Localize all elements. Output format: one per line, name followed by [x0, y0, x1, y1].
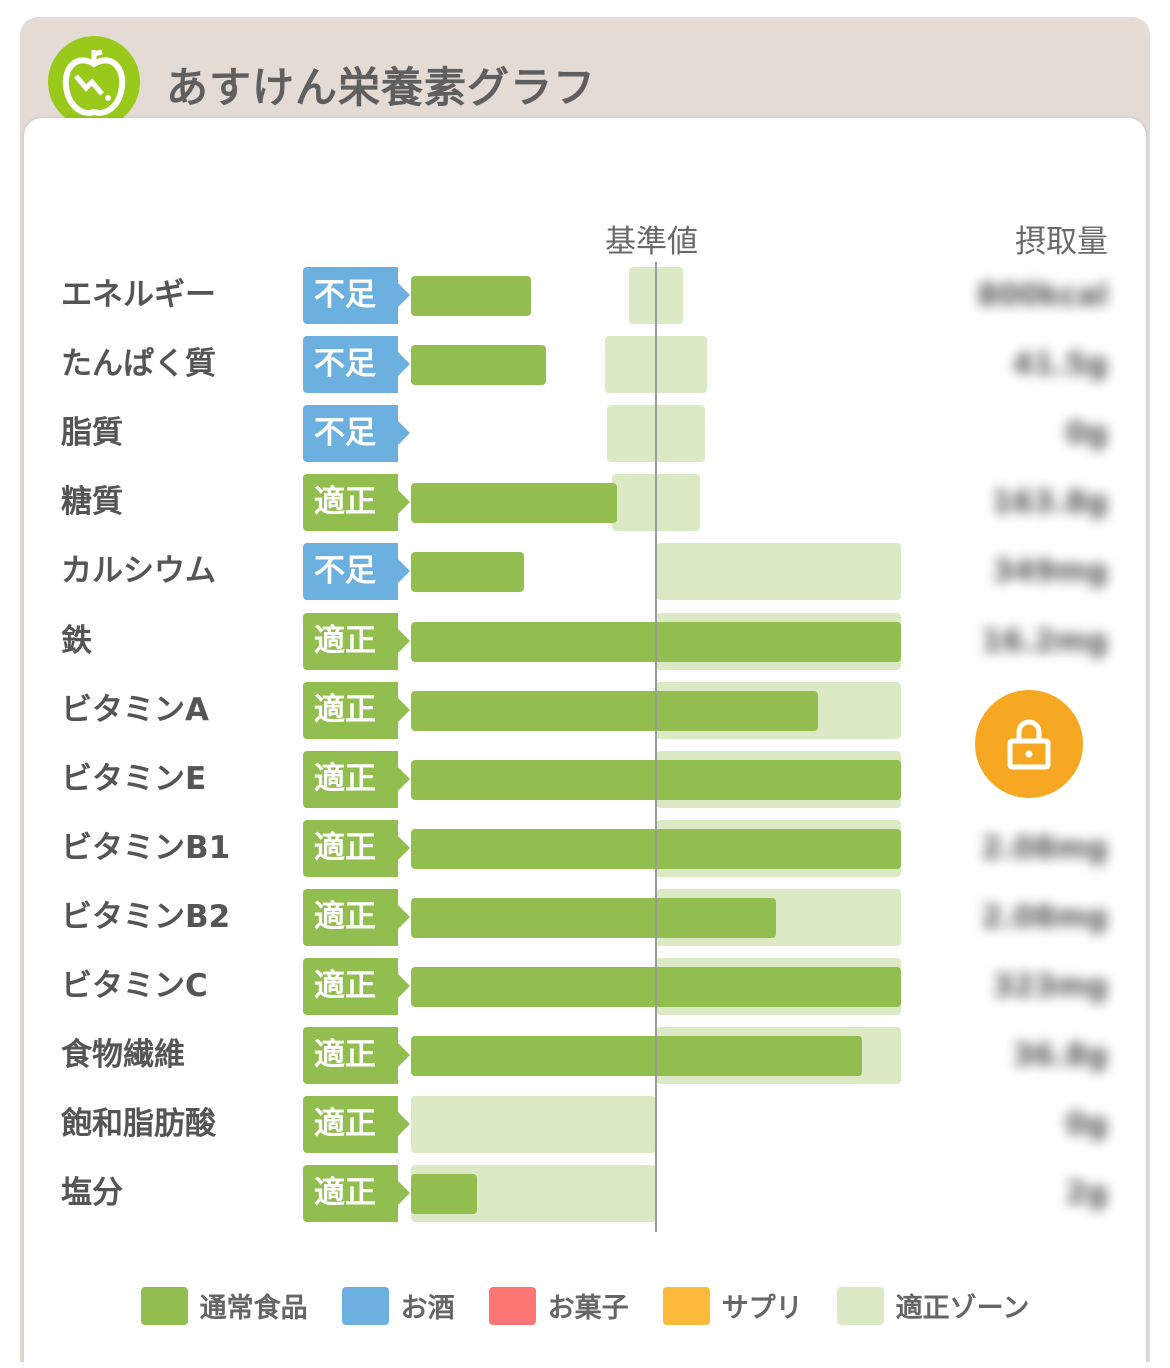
lock-icon — [1007, 719, 1051, 770]
nutrient-label: ビタミンA — [61, 691, 209, 728]
app-title: あすけん栄養素グラフ — [166, 63, 597, 112]
legend-label: お酒 — [400, 1293, 455, 1324]
status-text: 適正 — [314, 1037, 376, 1074]
reference-label: 基準値 — [605, 224, 698, 260]
legend-item: お菓子 — [488, 1286, 629, 1325]
status-text: 不足 — [314, 346, 376, 383]
legend-label: サプリ — [721, 1293, 803, 1324]
legend-label: 通常食品 — [199, 1293, 308, 1324]
status-text: 適正 — [314, 898, 376, 935]
intake-value: 16.2mg — [981, 623, 1108, 659]
legend-swatch — [836, 1286, 884, 1325]
nutrient-label: たんぱく質 — [61, 346, 216, 383]
legend-swatch — [341, 1286, 389, 1325]
status-text: 適正 — [314, 760, 376, 797]
intake-bar — [411, 690, 818, 731]
intake-value: 2.08mg — [981, 899, 1108, 935]
proper-zone — [656, 543, 901, 601]
status-badge-deficient: 不足 — [303, 543, 410, 601]
nutrient-label: 食物繊維 — [61, 1037, 185, 1074]
intake-bar — [411, 345, 546, 386]
status-text: 適正 — [314, 1106, 376, 1143]
nutrient-label: エネルギー — [61, 277, 216, 313]
legend-swatch — [140, 1286, 188, 1325]
nutrient-label: ビタミンE — [61, 760, 207, 797]
intake-bar — [411, 1036, 862, 1077]
intake-value: 163.8g — [991, 485, 1108, 521]
legend-label: 適正ゾーン — [895, 1293, 1030, 1324]
intake-value: 323mg — [992, 969, 1108, 1004]
status-badge-proper: 適正 — [303, 750, 410, 808]
status-badge-proper: 適正 — [303, 958, 410, 1015]
legend-item: 適正ゾーン — [836, 1286, 1030, 1325]
status-badge-proper: 適正 — [303, 474, 410, 532]
status-text: 不足 — [314, 415, 376, 452]
status-badge-deficient: 不足 — [303, 336, 410, 394]
status-text: 適正 — [314, 484, 376, 521]
chart-card — [24, 118, 1146, 1368]
legend-item: お酒 — [341, 1286, 455, 1325]
status-badge-proper: 適正 — [303, 1096, 410, 1154]
intake-bar — [411, 276, 532, 316]
status-text: 適正 — [314, 691, 376, 728]
intake-value: 36.8g — [1012, 1038, 1109, 1074]
intake-bar — [411, 897, 777, 938]
status-badge-deficient: 不足 — [303, 405, 410, 463]
apple-logo-icon — [48, 36, 140, 128]
status-badge-proper: 適正 — [303, 1165, 410, 1223]
intake-value: 800kcal — [977, 278, 1108, 313]
status-text: 適正 — [314, 829, 376, 866]
nutrient-label: 飽和脂肪酸 — [61, 1106, 216, 1143]
intake-bar — [411, 483, 617, 524]
reference-line — [655, 262, 657, 1232]
status-badge-deficient: 不足 — [303, 267, 410, 324]
intake-value: 0g — [1065, 416, 1108, 452]
status-text: 適正 — [314, 1175, 376, 1212]
legend-swatch — [488, 1286, 536, 1325]
intake-bar — [411, 1174, 478, 1215]
status-badge-proper: 適正 — [303, 681, 410, 739]
intake-value: 2.08mg — [981, 830, 1108, 866]
nutrient-label: 糖質 — [61, 484, 123, 521]
nutrient-label: カルシウム — [61, 553, 216, 590]
status-text: 不足 — [314, 277, 376, 313]
legend-label: お菓子 — [547, 1293, 629, 1324]
status-text: 不足 — [314, 553, 376, 590]
intake-value: 41.5g — [1012, 347, 1109, 383]
nutrient-label: 脂質 — [61, 415, 123, 452]
status-badge-proper: 適正 — [303, 612, 410, 670]
status-badge-proper: 適正 — [303, 888, 410, 946]
nutrient-label: 鉄 — [61, 622, 92, 659]
intake-bar — [411, 552, 524, 593]
legend: 通常食品 お酒 お菓子 サプリ 適正ゾーン — [0, 1286, 1170, 1325]
legend-item: サプリ — [662, 1286, 803, 1325]
status-badge-proper: 適正 — [303, 1027, 410, 1085]
intake-value: 2g — [1065, 1176, 1108, 1212]
proper-zone — [411, 1096, 656, 1154]
status-text: 適正 — [314, 968, 376, 1004]
intake-value: 349mg — [992, 554, 1108, 590]
unlock-button[interactable] — [975, 690, 1083, 798]
status-text: 適正 — [314, 622, 376, 659]
nutrient-label: ビタミンC — [61, 968, 208, 1004]
nutrient-label: ビタミンB2 — [61, 898, 231, 935]
nutrient-label: ビタミンB1 — [61, 829, 231, 866]
status-badge-proper: 適正 — [303, 819, 410, 877]
legend-swatch — [662, 1286, 710, 1325]
nutrient-label: 塩分 — [61, 1175, 123, 1212]
intake-value: 0g — [1065, 1107, 1108, 1143]
intake-label: 摂取量 — [1015, 224, 1108, 260]
legend-item: 通常食品 — [140, 1286, 308, 1325]
